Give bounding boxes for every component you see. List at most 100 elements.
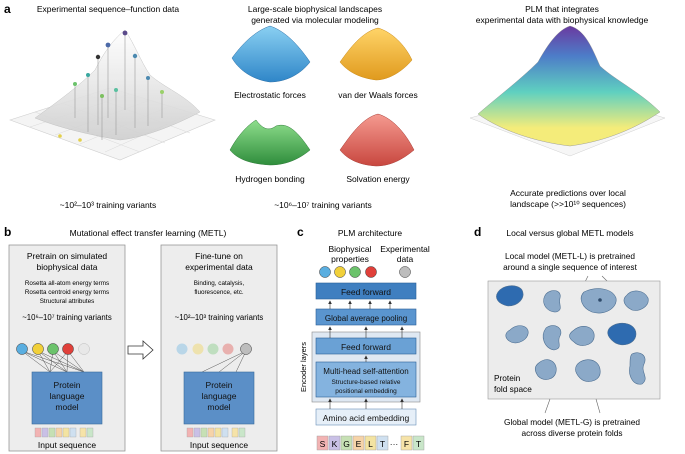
c-node-red <box>365 266 377 278</box>
token-letter: L <box>368 439 373 449</box>
c-node-yellow <box>334 266 346 278</box>
plm-caption-line2: landscape (>>10¹⁰ sequences) <box>510 199 626 209</box>
token-letter: T <box>416 439 421 449</box>
fold-space-line1: Protein <box>494 373 521 383</box>
pretrain-input-tokens <box>34 427 94 438</box>
embedding-label: Amino acid embedding <box>323 413 410 423</box>
finetune-title-line2: experimental data <box>185 262 253 272</box>
token-box <box>340 435 353 451</box>
positional-embedding-line2: positional embedding <box>335 388 397 395</box>
token-box <box>400 435 413 451</box>
local-sequence-marker <box>598 298 602 302</box>
bio-caption: ~10⁶–10⁷ training variants <box>274 200 372 210</box>
feed-forward-label: Feed forward <box>341 342 391 352</box>
attention-box <box>315 361 417 398</box>
finetune-model-box <box>183 371 255 425</box>
pretrain-model-box <box>31 371 103 425</box>
plm-title-line2: experimental data with biophysical knowl… <box>476 15 649 25</box>
local-global-title: Local versus global METL models <box>506 228 633 238</box>
model-label: language <box>50 391 85 401</box>
token-letter: S <box>320 439 326 449</box>
finetune-faded-nodes <box>176 343 234 355</box>
finetune-items-line2: fluorescence, etc. <box>194 289 244 296</box>
panel-b-letter: b <box>4 225 11 239</box>
vdw-landscape <box>339 27 413 81</box>
local-model-line2: around a single sequence of interest <box>503 262 637 272</box>
pooling-box <box>315 308 417 326</box>
encoder-layers-label: Encoder layers <box>299 342 308 392</box>
plm-caption-line1: Accurate predictions over local <box>510 188 626 198</box>
model-label: model <box>207 402 230 412</box>
output-node-yellow <box>32 343 44 355</box>
output-node-red <box>62 343 74 355</box>
positional-embedding-line1: Structure-based relative <box>331 379 400 386</box>
feed-forward-top-box <box>315 282 417 300</box>
input-sequence-label: Input sequence <box>190 440 248 450</box>
architecture-arrows <box>328 300 404 409</box>
experimental-label-line1: Experimental <box>380 244 430 254</box>
finetune-title-line1: Fine-tune on <box>195 251 243 261</box>
plm-landscape <box>469 25 666 157</box>
token-letter: T <box>380 439 385 449</box>
pretrain-title-line1: Pretrain on simulated <box>27 251 108 261</box>
token-box <box>316 435 329 451</box>
transfer-arrow-icon <box>127 340 154 360</box>
plm-title-line1: PLM that integrates <box>525 4 599 14</box>
pretrain-item: Rosetta all-atom energy terms <box>25 280 109 287</box>
experimental-landscape <box>9 29 216 161</box>
input-sequence-label: Input sequence <box>38 440 96 450</box>
c-node-green <box>349 266 361 278</box>
exp-data-caption: ~10²–10³ training variants <box>60 200 157 210</box>
landscape-label-solvation: Solvation energy <box>346 174 410 184</box>
token-box <box>352 435 365 451</box>
fold-space-line2: fold space <box>494 384 532 394</box>
panel-a-letter: a <box>4 2 11 16</box>
token-box <box>328 435 341 451</box>
pretrain-item: Rosetta centroid energy terms <box>25 289 109 296</box>
solvation-landscape <box>339 113 415 167</box>
token-letter: G <box>343 439 350 449</box>
output-node-faded <box>78 343 90 355</box>
c-node-experimental <box>399 266 411 278</box>
biophysical-label-line2: properties <box>331 254 369 264</box>
landscape-label-vdw: van der Waals forces <box>338 90 418 100</box>
panel-d-letter: d <box>474 225 481 239</box>
biophysical-label-line1: Biophysical <box>329 244 372 254</box>
output-node-blue <box>16 343 28 355</box>
pretrain-count: ~10⁶–10⁷ training variants <box>22 313 112 322</box>
pretrain-item: Structural attributes <box>40 298 95 305</box>
token-letter: E <box>356 439 362 449</box>
token-box <box>376 435 389 451</box>
token-letter: K <box>332 439 338 449</box>
finetune-count: ~10²–10³ training variants <box>175 313 264 322</box>
experimental-label-line2: data <box>397 254 414 264</box>
bio-title-line2: generated via molecular modeling <box>251 15 379 25</box>
model-label: model <box>55 402 78 412</box>
pretrain-title-line2: biophysical data <box>37 262 98 272</box>
global-model-line2: across diverse protein folds <box>522 428 623 438</box>
output-node-experimental <box>240 343 252 355</box>
output-node-green <box>47 343 59 355</box>
token-box <box>364 435 377 451</box>
model-label: Protein <box>206 380 233 390</box>
bio-title-line1: Large-scale biophysical landscapes <box>248 4 382 14</box>
panel-c-letter: c <box>297 225 304 239</box>
finetune-items-line1: Binding, catalysis, <box>194 280 245 287</box>
protein-fold-shapes <box>496 285 649 385</box>
landscape-label-electrostatic: Electrostatic forces <box>234 90 306 100</box>
token-box <box>412 435 425 451</box>
electrostatic-landscape <box>231 25 311 83</box>
plm-architecture-title: PLM architecture <box>338 228 403 238</box>
exp-data-title: Experimental sequence–function data <box>37 4 180 14</box>
pooling-label: Global average pooling <box>325 314 407 323</box>
local-model-line1: Local model (METL-L) is pretrained <box>505 251 635 261</box>
finetune-input-tokens <box>186 427 246 438</box>
token-letter: F <box>404 439 409 449</box>
c-node-blue <box>319 266 331 278</box>
global-model-line1: Global model (METL-G) is pretrained <box>504 417 640 427</box>
feed-forward-top-label: Feed forward <box>341 287 391 297</box>
model-label: Protein <box>54 380 81 390</box>
global-callout-lines <box>544 398 601 414</box>
landscape-label-hbond: Hydrogen bonding <box>235 174 305 184</box>
